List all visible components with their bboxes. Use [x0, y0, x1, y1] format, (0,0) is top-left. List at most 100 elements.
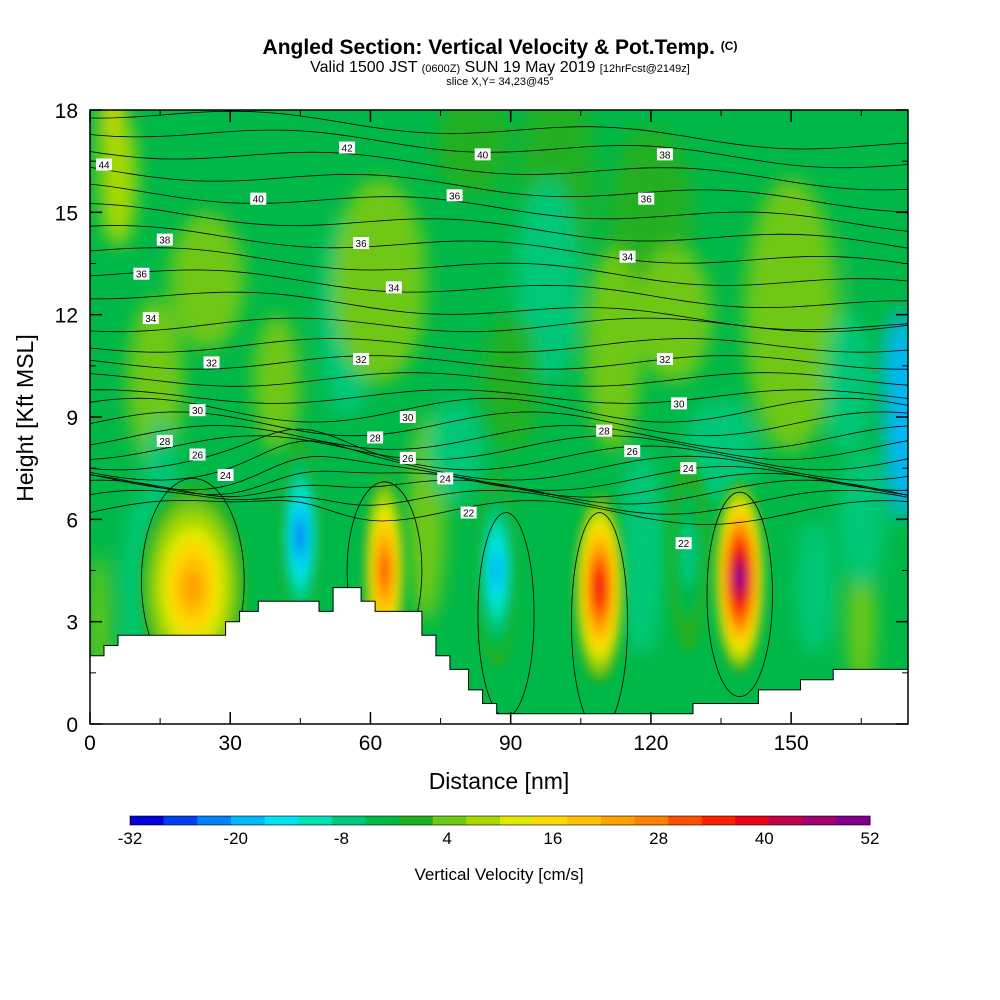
colorbar-tick-label: 28: [649, 829, 668, 848]
theta-contour-line: [90, 129, 908, 169]
field-texture: [90, 110, 908, 690]
y-tick-label: 15: [55, 202, 78, 225]
colorbar-swatch: [365, 816, 400, 825]
chart-subtitle: Valid 1500 JST (0600Z) SUN 19 May 2019 […: [310, 59, 690, 76]
theta-label: 34: [145, 314, 157, 325]
colorbar: -32 -20 -8 4 16 28 40 52: [118, 815, 880, 848]
theta-label-box: [399, 411, 416, 423]
theta-label-box: [680, 462, 697, 475]
theta-contour-line: [90, 338, 908, 353]
field-patch: [823, 314, 871, 452]
theta-label-box: [399, 451, 416, 464]
field-patch: [515, 178, 581, 383]
colorbar-swatch: [668, 816, 703, 825]
theta-label: 24: [440, 474, 452, 485]
theta-label: 26: [192, 451, 204, 462]
theta-label: 24: [683, 464, 695, 475]
x-tick-label: 90: [499, 732, 522, 755]
colorbar-tick-label: -32: [118, 829, 143, 848]
theta-label-box: [189, 448, 206, 461]
chart-title: Angled Section: Vertical Velocity & Pot.…: [262, 36, 738, 59]
theta-label-box: [96, 158, 113, 171]
theta-label-box: [656, 353, 673, 366]
y-tick-label: 9: [66, 407, 78, 430]
theta-label: 32: [356, 355, 368, 366]
colorbar-swatch: [600, 816, 636, 825]
chart-slice-label: slice X,Y= 34,23@45°: [446, 76, 554, 88]
theta-label-box: [203, 356, 220, 369]
field-patch: [520, 485, 558, 690]
theta-contour-line: [90, 411, 908, 437]
theta-label: 36: [356, 239, 368, 250]
theta-label: 36: [641, 195, 653, 206]
theta-label: 32: [659, 355, 671, 366]
theta-label-box: [596, 424, 613, 437]
colorbar-frame: [129, 815, 871, 826]
velocity-core: [736, 568, 744, 587]
theta-label: 28: [159, 437, 171, 448]
field-patch: [127, 297, 184, 469]
field-patch: [744, 178, 838, 452]
theta-label-box: [619, 250, 636, 263]
colorbar-swatch: [500, 816, 535, 825]
theta-label: 38: [159, 236, 171, 247]
theta-label-box: [353, 353, 370, 366]
theta-label-box: [189, 404, 206, 417]
theta-contour-line: [90, 110, 908, 150]
theta-contour-line: [90, 456, 908, 491]
theta-label: 34: [622, 253, 634, 264]
theta-label-box: [474, 148, 491, 161]
colorbar-swatch: [466, 816, 501, 825]
theta-label-box: [156, 434, 173, 447]
x-tick-label: 150: [774, 732, 809, 755]
theta-label: 22: [463, 509, 475, 520]
theta-label-box: [250, 192, 267, 205]
theta-label: 28: [599, 427, 611, 438]
colorbar-swatch: [298, 816, 333, 825]
field-patch: [169, 212, 245, 349]
theta-label-box: [437, 472, 454, 485]
colorbar-swatch: [802, 816, 837, 825]
velocity-core: [595, 576, 604, 599]
colorbar-swatch: [264, 816, 299, 825]
theta-contour-line: [90, 269, 908, 309]
theta-label-box: [133, 267, 150, 280]
theta-label: 34: [388, 283, 400, 294]
field-patch: [122, 502, 151, 673]
colorbar-swatch: [399, 816, 434, 825]
colorbar-swatch: [331, 816, 366, 825]
y-tick-label: 18: [55, 100, 78, 123]
theta-label: 30: [673, 399, 685, 410]
theta-contour-loop: [571, 512, 628, 724]
theta-label-box: [460, 506, 477, 519]
field-patch: [618, 451, 665, 656]
theta-label: 30: [192, 406, 204, 417]
colorbar-tick-label: 52: [861, 829, 880, 848]
theta-label-box: [339, 141, 356, 154]
theta-label: 44: [98, 161, 110, 172]
theta-contour-line: [90, 425, 908, 450]
field-patch: [683, 399, 759, 503]
y-tick-label: 12: [55, 305, 78, 328]
theta-label-box: [670, 397, 687, 410]
velocity-core: [183, 570, 203, 605]
y-axis-label: Height [Kft MSL]: [12, 334, 38, 501]
colorbar-swatch: [163, 816, 198, 825]
colorbar-swatch: [634, 816, 669, 825]
theta-label: 24: [220, 471, 232, 482]
theta-contour-line: [90, 183, 908, 232]
theta-contour-line: [90, 247, 908, 286]
theta-contour-line: [90, 166, 908, 213]
colorbar-swatch: [701, 816, 736, 825]
velocity-core: [380, 557, 389, 584]
theta-label-box: [367, 431, 384, 444]
field-patch: [636, 246, 712, 383]
field-patch: [426, 399, 483, 503]
velocity-core: [295, 520, 306, 553]
y-tick-label: 6: [66, 509, 78, 532]
y-tick-label: 0: [66, 714, 78, 737]
colorbar-tick-label: -8: [334, 829, 349, 848]
x-tick-label: 30: [219, 732, 242, 755]
